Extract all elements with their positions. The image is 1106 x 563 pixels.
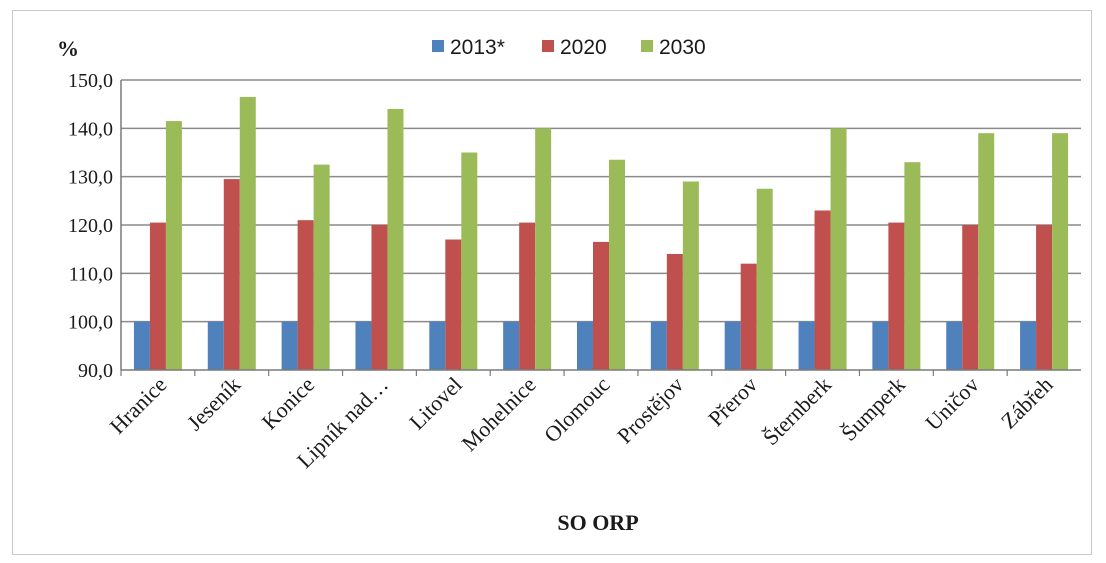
- y-axis-label: %: [57, 36, 79, 61]
- x-category-label: Šumperk: [836, 372, 910, 446]
- legend: 2013* 2020 2030: [432, 36, 706, 59]
- x-category-label: Konice: [257, 372, 320, 435]
- bar-2013-6: [577, 322, 593, 370]
- bar-2013-2: [282, 322, 298, 370]
- x-category-label: Jeseník: [182, 372, 245, 435]
- bar-2013-0: [134, 322, 150, 370]
- y-tick-labels: 90,0 100,0 110,0 120,0 130,0 140,0 150,0: [68, 70, 113, 382]
- bar-2030-3: [387, 109, 403, 370]
- legend-swatch: [641, 40, 653, 52]
- x-category-label: Šternberk: [758, 372, 836, 450]
- y-tick-label: 110,0: [69, 263, 113, 285]
- x-category-label: Hranice: [105, 372, 172, 439]
- bar-2030-0: [166, 121, 182, 370]
- bar-2013-9: [799, 322, 815, 370]
- x-category-label: Přerov: [703, 372, 762, 431]
- bar-2030-9: [831, 128, 847, 370]
- bar-2030-4: [461, 153, 477, 371]
- bar-2020-11: [962, 225, 978, 370]
- bar-2020-7: [667, 254, 683, 370]
- bar-2020-6: [593, 242, 609, 370]
- bar-2020-1: [224, 179, 240, 370]
- x-category-label: Zábřeh: [996, 372, 1058, 434]
- x-category-label: Olomouc: [539, 372, 615, 448]
- x-category-label: Litovel: [404, 372, 467, 435]
- bar-2020-4: [445, 240, 461, 371]
- y-tick-label: 140,0: [68, 118, 113, 140]
- y-tick-label: 90,0: [78, 360, 113, 382]
- bar-2030-1: [240, 97, 256, 370]
- bar-2013-5: [503, 322, 519, 370]
- bar-2020-2: [298, 220, 314, 370]
- y-tick-label: 100,0: [68, 312, 113, 334]
- x-category-label: Uničov: [920, 372, 983, 435]
- bar-2020-12: [1036, 225, 1052, 370]
- bar-2030-11: [978, 133, 994, 370]
- bar-2013-4: [429, 322, 445, 370]
- y-tick-label: 150,0: [68, 70, 113, 92]
- x-category-label: Mohelnice: [456, 372, 540, 456]
- bar-2030-12: [1052, 133, 1068, 370]
- legend-label: 2020: [560, 36, 607, 59]
- bar-2013-3: [355, 322, 371, 370]
- bar-2030-7: [683, 182, 699, 371]
- bar-2030-5: [535, 128, 551, 370]
- bar-2013-8: [725, 322, 741, 370]
- bar-2020-10: [888, 223, 904, 370]
- legend-label: 2013*: [450, 36, 505, 59]
- y-tick-label: 120,0: [68, 215, 113, 237]
- x-category-label: Prostějov: [612, 372, 688, 448]
- bar-2013-12: [1020, 322, 1036, 370]
- bar-2030-6: [609, 160, 625, 370]
- bar-2020-0: [150, 223, 166, 370]
- bar-2020-3: [371, 225, 387, 370]
- bar-2020-8: [741, 264, 757, 370]
- legend-label: 2030: [659, 36, 706, 59]
- bar-2020-9: [815, 211, 831, 371]
- bars: [134, 97, 1068, 370]
- bar-2013-1: [208, 322, 224, 370]
- bar-2013-11: [946, 322, 962, 370]
- bar-2030-8: [757, 189, 773, 370]
- legend-swatch: [432, 40, 444, 52]
- y-tick-label: 130,0: [68, 167, 113, 189]
- bar-2030-2: [314, 165, 330, 370]
- bar-2020-5: [519, 223, 535, 370]
- x-axis-label: SO ORP: [557, 510, 638, 535]
- bar-2013-10: [872, 322, 888, 370]
- bar-2030-10: [904, 162, 920, 370]
- bar-2013-7: [651, 322, 667, 370]
- legend-swatch: [542, 40, 554, 52]
